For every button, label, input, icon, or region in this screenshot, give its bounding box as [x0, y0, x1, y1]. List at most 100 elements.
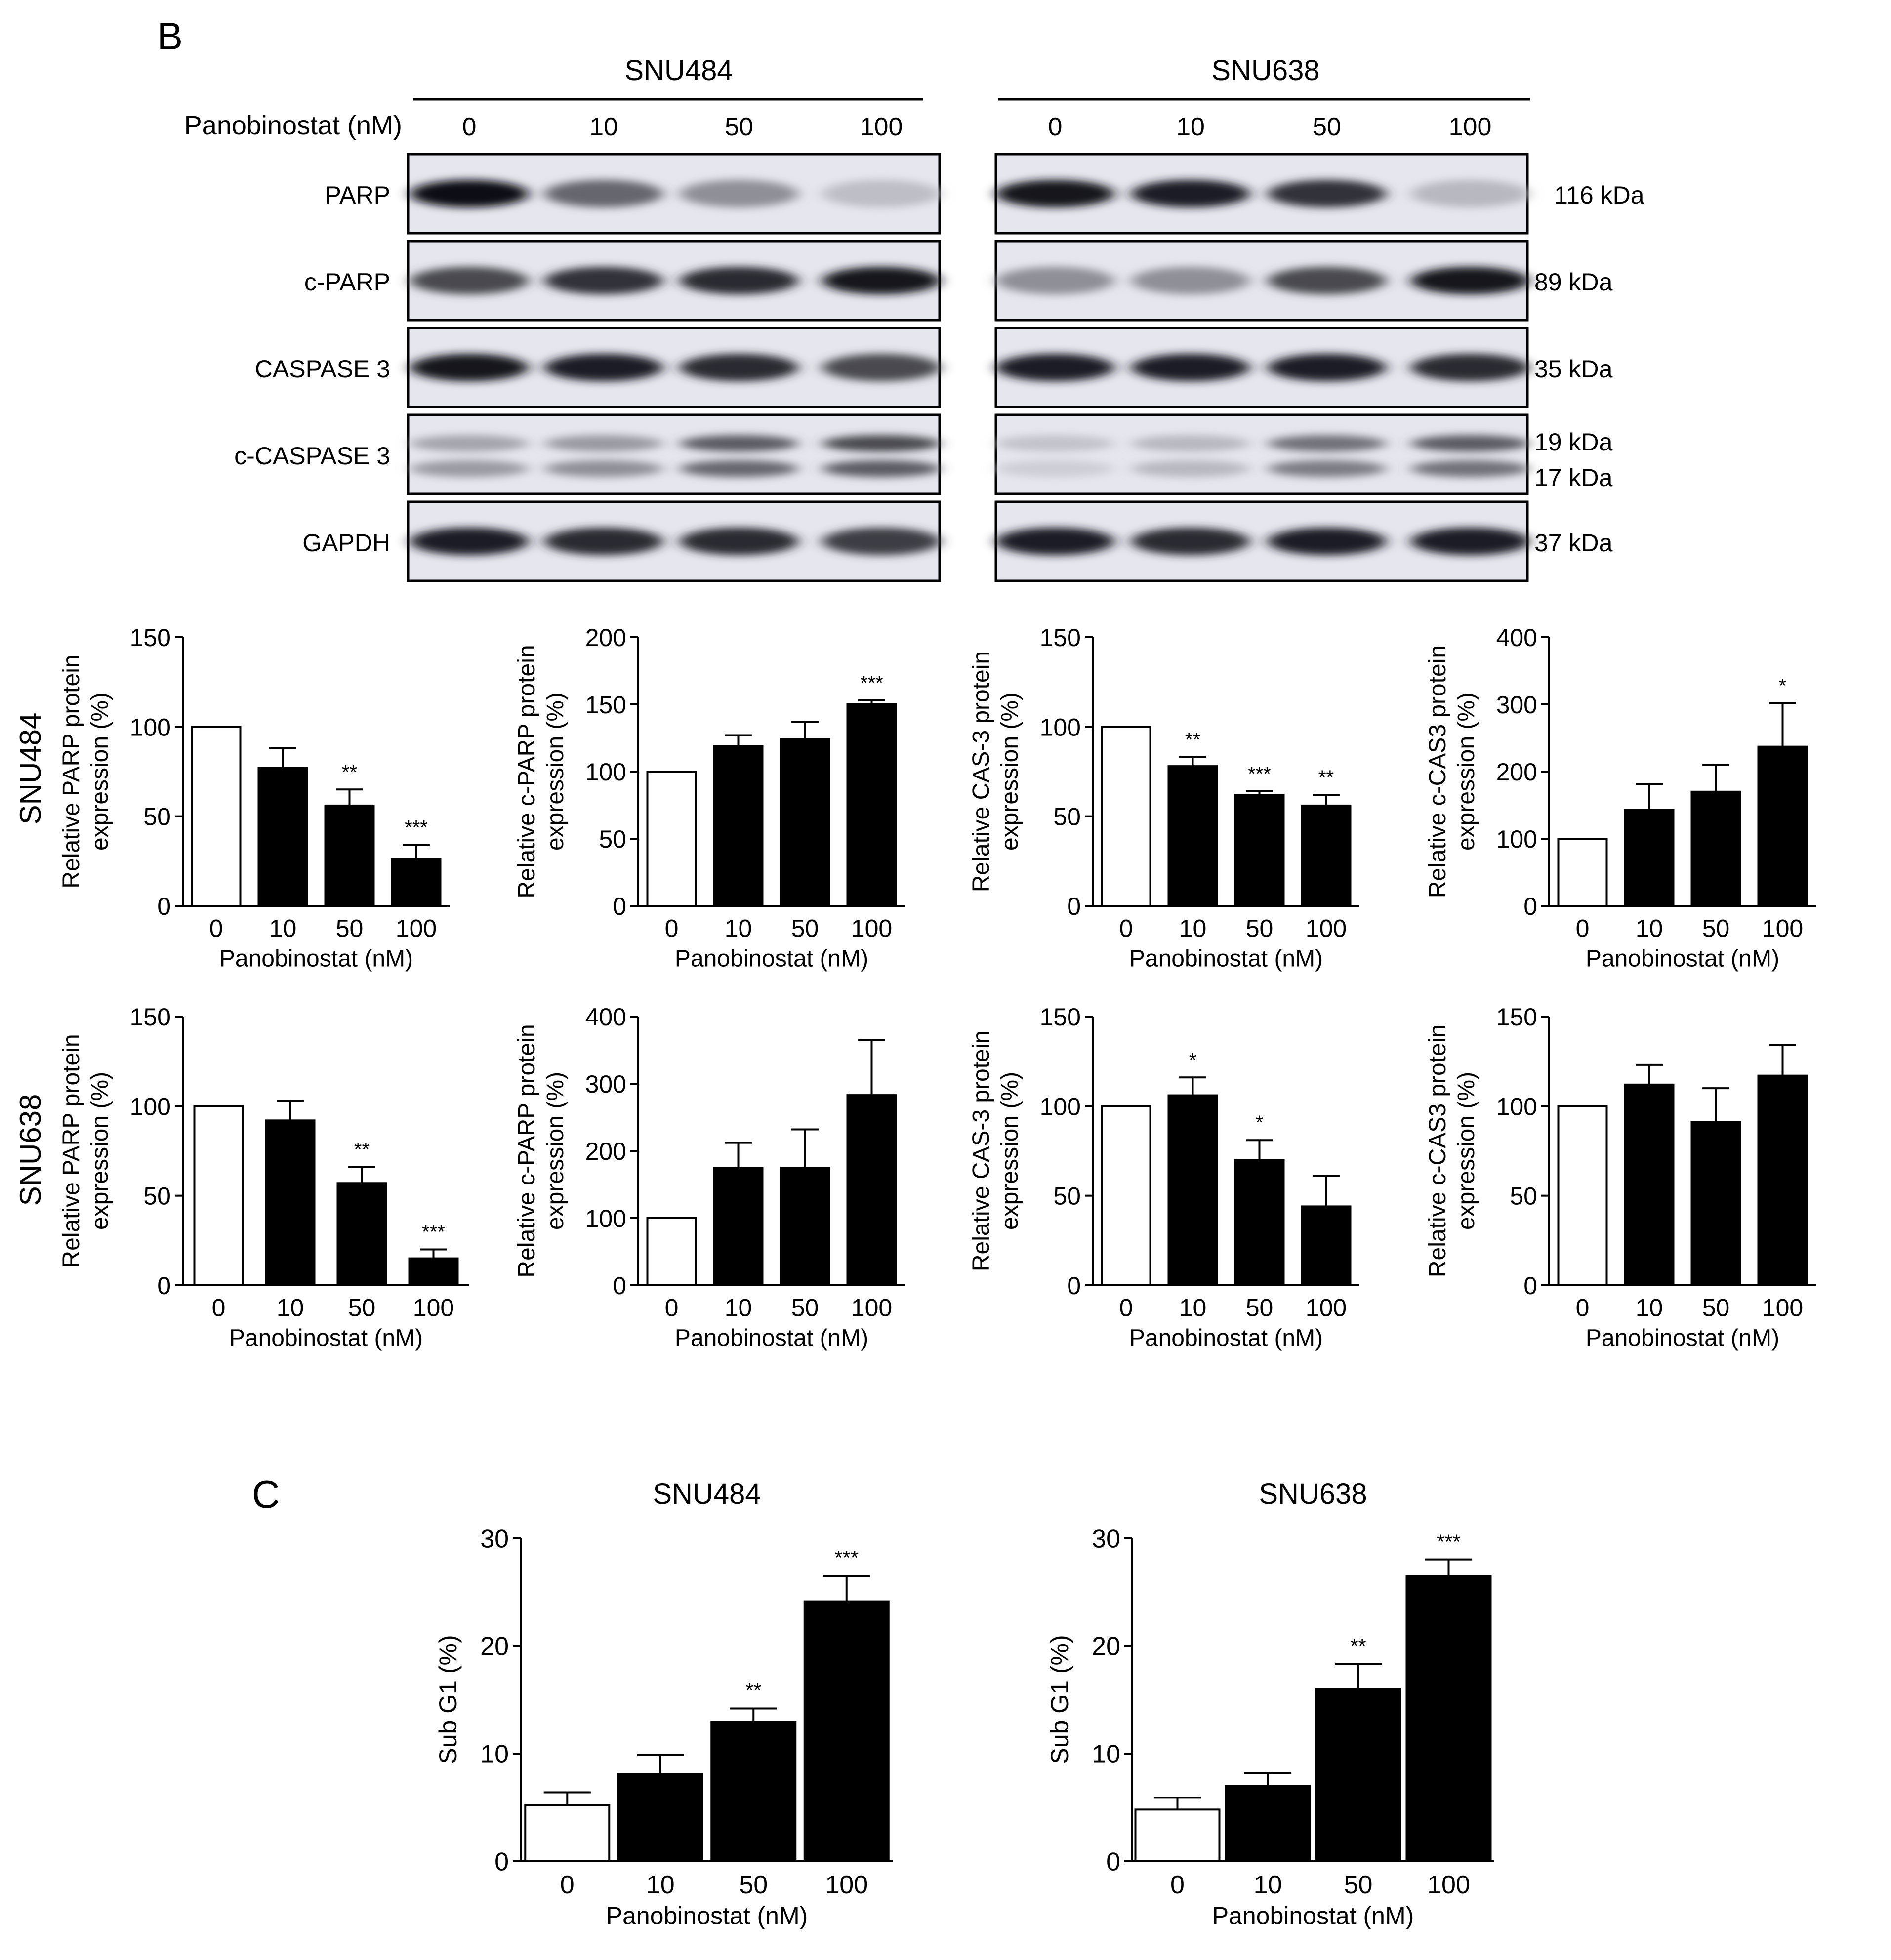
panel-b-label: B [157, 14, 183, 58]
bar-50 [324, 804, 375, 907]
bar-0 [1557, 838, 1608, 907]
chart-b-snu484-ccas3: 0 100 200 300 400 0 10 50 * 100 Panobinostat (nM) R… [1425, 624, 1816, 972]
y-tick-label: 100 [1040, 1093, 1081, 1120]
dose-snu638-100: 100 [1449, 113, 1492, 141]
blot-band [1411, 435, 1529, 452]
bar-100 [846, 1094, 897, 1287]
cell-line-label-snu638: SNU638 [1211, 54, 1319, 86]
chart-b-snu638-cparp: 0 100 200 300 400 0 10 50 100 Panobinostat (nM) Re… [514, 1003, 905, 1351]
blot-band [1268, 267, 1386, 294]
blot-band [996, 267, 1114, 294]
y-axis-label: expression (%) [542, 693, 569, 851]
x-tick-label: 10 [646, 1871, 675, 1899]
blot-band [822, 267, 941, 294]
y-tick-label: 0 [1067, 1272, 1081, 1300]
y-tick-label: 100 [1496, 825, 1537, 853]
cell-line-label-snu484: SNU484 [624, 54, 733, 86]
x-tick-label: 0 [665, 915, 679, 942]
blot-snu484-gapdh [407, 500, 941, 582]
y-axis-label: expression (%) [87, 1072, 113, 1230]
dose-snu484-0: 0 [462, 113, 477, 141]
blot-band [822, 460, 941, 477]
bar-10 [265, 1119, 316, 1286]
y-axis-label: Relative c-PARP protein [514, 645, 540, 898]
x-tick-label: 0 [1576, 915, 1590, 942]
blot-band [680, 180, 798, 207]
bar-10 [713, 745, 764, 907]
blot-snu484-c-parp [407, 240, 941, 322]
blot-label-caspase-3: CASPASE 3 [255, 355, 390, 383]
dose-snu484-100: 100 [860, 113, 903, 141]
significance-marker: * [1256, 1112, 1264, 1134]
x-tick-label: 100 [1427, 1871, 1470, 1899]
x-axis-label: Panobinostat (nM) [219, 946, 413, 972]
blot-band [680, 267, 798, 294]
kda-c-caspase-3-upper: 19 kDa [1534, 428, 1613, 456]
y-tick-label: 400 [1496, 624, 1537, 652]
x-tick-label: 0 [209, 915, 223, 942]
y-tick-label: 150 [130, 1003, 171, 1031]
blot-header: SNU484 SNU638 Panobinostat (nM) 0 10 50 … [184, 54, 1530, 141]
blot-band [1131, 180, 1250, 207]
dose-snu484-10: 10 [589, 113, 618, 141]
blot-band [410, 435, 529, 452]
blot-band [996, 354, 1114, 381]
x-tick-label: 0 [560, 1871, 575, 1899]
y-tick-label: 100 [585, 1205, 626, 1232]
x-tick-label: 100 [1306, 915, 1347, 942]
bar-50 [780, 738, 830, 907]
blot-band [544, 528, 663, 555]
significance-marker: *** [405, 817, 428, 839]
y-tick-label: 0 [613, 1272, 626, 1300]
x-tick-label: 0 [212, 1294, 226, 1322]
y-tick-label: 400 [585, 1003, 626, 1031]
blot-band [544, 354, 663, 381]
x-tick-label: 100 [851, 915, 892, 942]
blot-label-c-caspase-3: c-CASPASE 3 [234, 442, 390, 470]
bar-100 [1757, 745, 1808, 907]
y-axis-label: Relative PARP protein [58, 1034, 84, 1267]
x-tick-label: 50 [1246, 1294, 1274, 1322]
x-axis-label: Panobinostat (nM) [606, 1902, 808, 1929]
bar-0 [646, 771, 697, 907]
western-blots [407, 153, 1529, 582]
blot-band [996, 460, 1114, 477]
y-tick-label: 150 [585, 691, 626, 719]
blot-snu638-gapdh [994, 500, 1529, 582]
bar-100 [408, 1257, 459, 1287]
y-tick-label: 0 [494, 1848, 509, 1877]
bar-100 [1757, 1074, 1808, 1286]
kda-parp: 116 kDa [1554, 181, 1644, 209]
bar-0 [524, 1804, 611, 1862]
blot-snu638-caspase-3 [994, 327, 1529, 408]
blot-frame [994, 413, 1529, 495]
y-tick-label: 50 [1053, 803, 1081, 831]
y-tick-label: 150 [1496, 1003, 1537, 1031]
blot-band [1131, 460, 1250, 477]
blot-band [544, 267, 663, 294]
y-axis-label: expression (%) [1453, 1072, 1480, 1230]
blot-band [996, 180, 1114, 207]
blot-band [680, 460, 798, 477]
bar-50 [1234, 1159, 1285, 1286]
x-tick-label: 10 [725, 1294, 752, 1322]
x-tick-label: 10 [1254, 1871, 1282, 1899]
bar-50 [1315, 1688, 1401, 1862]
blot-band [1268, 528, 1386, 555]
significance-marker: *** [834, 1546, 859, 1569]
significance-marker: *** [1437, 1530, 1461, 1553]
blot-band [410, 528, 529, 555]
x-tick-label: 50 [1702, 915, 1730, 942]
y-axis-label: Relative CAS-3 protein [968, 1030, 994, 1271]
dose-snu638-50: 50 [1313, 113, 1341, 141]
blot-band [1411, 180, 1529, 207]
bar-100 [1405, 1575, 1492, 1863]
x-tick-label: 10 [1179, 915, 1207, 942]
y-tick-label: 20 [480, 1633, 509, 1661]
bar-10 [1624, 1083, 1675, 1286]
blot-snu638-parp [994, 153, 1529, 235]
blot-band [1268, 354, 1386, 381]
blot-band [544, 460, 663, 477]
bar-0 [193, 1105, 244, 1286]
